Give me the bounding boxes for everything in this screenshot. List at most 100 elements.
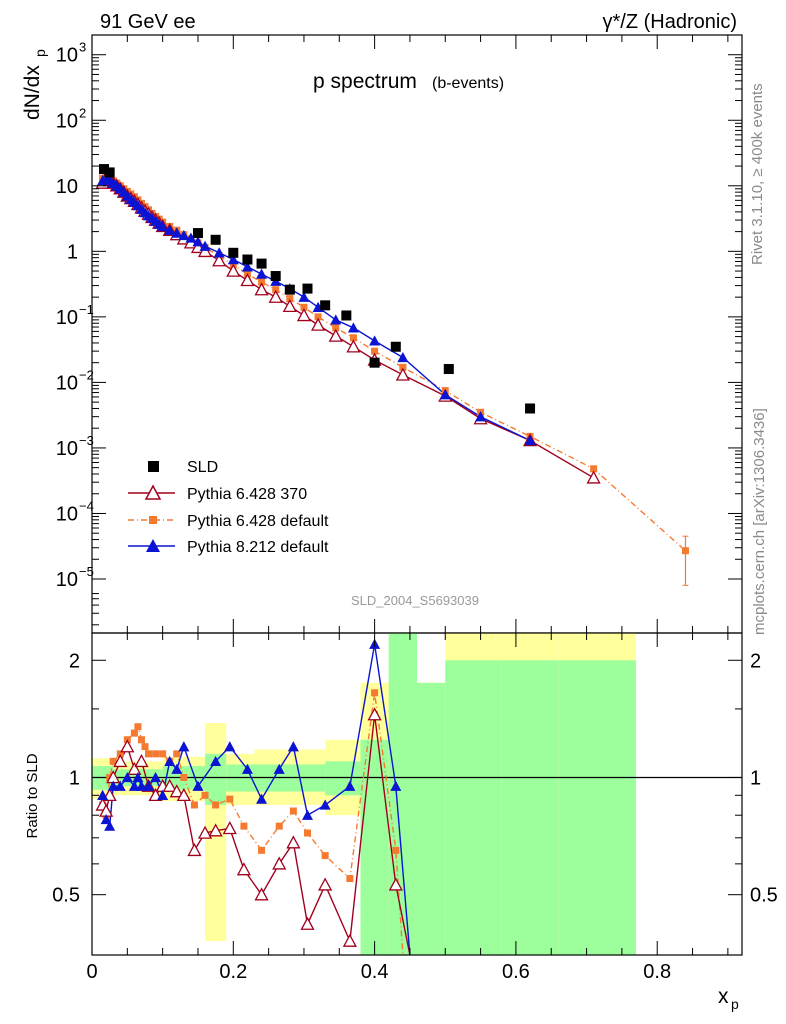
ratio-point-py6-default: [145, 750, 153, 758]
ratio-point-py8: [128, 780, 140, 791]
ratio-point-py8: [107, 780, 119, 791]
ratio-point-py6-default: [201, 791, 209, 799]
point-py8: [397, 351, 409, 363]
ratio-line-py6-default: [101, 692, 404, 956]
legend-marker-sld: [148, 461, 159, 472]
main-y-tick-exponent: 2: [79, 105, 86, 120]
main-y-tick-base: 10: [56, 372, 78, 394]
ratio-point-py8: [114, 780, 126, 791]
point-py6-default: [258, 278, 266, 286]
header-left: 91 GeV ee: [100, 11, 196, 33]
header-right: γ*/Z (Hadronic): [603, 11, 737, 33]
ratio-point-py6-default: [346, 875, 354, 883]
ratio-point-py8: [256, 793, 268, 804]
ratio-point-py6-370: [169, 784, 184, 798]
point-py8: [256, 268, 268, 279]
point-py6-default: [272, 286, 280, 294]
ratio-y-axis-label: Ratio to SLD: [24, 753, 41, 838]
ratio-y-tick-label: 0.5: [52, 885, 80, 907]
ratio-point-py6-default: [141, 743, 149, 751]
point-py6-370: [240, 273, 255, 287]
point-sld: [256, 258, 267, 269]
main-y-tick-base: 10: [56, 45, 78, 67]
point-py6-default: [399, 363, 407, 371]
ratio-point-py6-default: [116, 750, 124, 758]
point-py6-370: [310, 317, 326, 331]
main-y-tick-base: 10: [56, 307, 78, 329]
point-sld: [525, 403, 536, 414]
point-py8: [164, 224, 176, 235]
main-y-tick-label: 1: [67, 241, 78, 263]
ratio-point-py8: [150, 771, 162, 783]
ratio-point-py8: [273, 763, 285, 774]
point-sld: [302, 283, 313, 294]
ratio-point-py8: [192, 780, 204, 791]
point-py6-370: [346, 339, 361, 353]
point-py6-370: [586, 470, 601, 484]
point-py6-default: [300, 303, 308, 311]
ratio-point-py8: [157, 789, 169, 800]
ratio-point-py6-default: [159, 750, 167, 758]
ratio-point-py8: [135, 780, 147, 791]
ratio-point-py6-370: [254, 887, 269, 901]
point-sld: [242, 254, 253, 265]
ratio-band-inner: [501, 660, 559, 955]
point-py8: [241, 261, 253, 272]
main-y-tick-exponent: −1: [79, 302, 94, 317]
ratio-point-py6-370: [367, 707, 382, 721]
point-sld: [210, 234, 221, 245]
point-py6-370: [296, 308, 312, 322]
ratio-point-py6-370: [134, 753, 149, 768]
main-y-axis-title: dN/dx p: [21, 49, 48, 120]
y-axis-label-subscript: p: [32, 49, 48, 57]
ratio-point-py8: [287, 741, 299, 752]
ratio-y-tick-label-right: 2: [750, 650, 761, 672]
point-py8: [475, 411, 487, 422]
point-sld: [320, 300, 331, 311]
ratio-plot-marks: [92, 638, 742, 956]
ratio-point-py8: [121, 771, 133, 783]
ratio-point-py6-default: [134, 723, 142, 731]
rivet-note: Rivet 3.1.10, ≥ 400k events: [749, 83, 766, 265]
point-py6-370: [226, 263, 241, 277]
point-py6-default: [314, 313, 322, 321]
mcplots-note: mcplots.cern.ch [arXiv:1306.3436]: [751, 408, 768, 635]
point-sld: [443, 364, 454, 375]
ratio-line-py6-370: [101, 714, 411, 956]
ratio-point-py6-default: [190, 801, 198, 809]
ratio-tick-labels: 2 2 1 1 0.5 0.5 0 0.2 0.4 0.6 0.8: [52, 650, 778, 983]
main-y-tick-base: 10: [56, 176, 78, 198]
main-plot-marks: [95, 164, 689, 586]
main-y-tick-base: 1: [67, 241, 78, 263]
ratio-point-py8: [97, 789, 109, 800]
main-y-tick-base: 10: [56, 569, 78, 591]
point-py6-370: [254, 282, 269, 296]
main-y-tick-label: 10 −5: [56, 564, 94, 591]
point-py6-370: [268, 289, 283, 303]
point-py6-370: [395, 367, 410, 381]
ratio-point-py6-default: [321, 852, 329, 860]
ratio-point-py6-default: [130, 729, 138, 737]
x-tick-label: 0.4: [361, 961, 389, 983]
ratio-point-py6-370: [388, 877, 403, 891]
analysis-watermark: SLD_2004_S5693039: [351, 593, 479, 608]
legend-entry-py6-370: Pythia 6.428 370: [128, 484, 307, 503]
ratio-band-inner: [417, 682, 446, 955]
ratio-point-py6-370: [197, 825, 213, 839]
main-axis-ticks: [91, 34, 742, 633]
ratio-point-py6-370: [318, 877, 333, 891]
x-tick-label: 0.6: [502, 961, 530, 983]
ratio-point-py6-370: [127, 761, 142, 775]
ratio-y-tick-label-right: 0.5: [750, 885, 778, 907]
ratio-point-py6-default: [226, 795, 234, 803]
main-y-tick-label: 10 −1: [56, 302, 94, 329]
plot-title: p spectrum: [313, 70, 417, 93]
ratio-point-py8: [164, 755, 176, 767]
ratio-point-py8: [132, 771, 144, 783]
main-y-tick-label: 10 −2: [56, 367, 94, 394]
ratio-band-inner: [325, 761, 361, 796]
point-sld: [390, 341, 401, 352]
ratio-point-py6-370: [208, 823, 223, 837]
point-py8: [369, 335, 381, 346]
ratio-point-py6-370: [300, 916, 315, 930]
